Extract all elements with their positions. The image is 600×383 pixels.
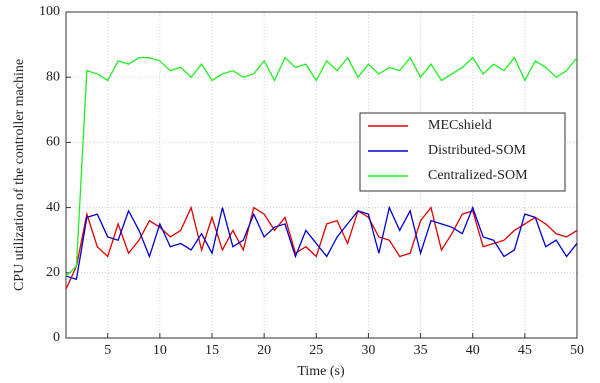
legend-label: Centralized-SOM (428, 168, 528, 183)
y-tick-label: 40 (46, 200, 60, 215)
data-line (65, 205, 578, 281)
x-tick-label: 30 (361, 343, 375, 358)
x-axis-label: Time (s) (297, 364, 345, 379)
x-tick-label: 40 (466, 343, 480, 358)
y-axis-label: CPU utilization of the controller machin… (12, 59, 27, 291)
x-tick-label: 35 (414, 343, 428, 358)
x-tick-label: 5 (104, 343, 111, 358)
legend-label: MECshield (428, 118, 492, 133)
x-tick-label: 10 (153, 343, 167, 358)
y-tick-label: 20 (46, 265, 60, 280)
x-tick-label: 50 (570, 343, 584, 358)
y-tick-label: 0 (53, 330, 60, 345)
y-tick-label: 100 (39, 4, 60, 19)
x-tick-label: 20 (257, 343, 271, 358)
y-tick-label: 80 (46, 69, 60, 84)
data-line (65, 56, 578, 277)
y-tick-label: 60 (46, 135, 60, 150)
x-tick-label: 25 (309, 343, 323, 358)
x-tick-label: 45 (518, 343, 532, 358)
x-tick-label: 15 (205, 343, 219, 358)
legend: MECshield Distributed-SOM Centralized-SOM (359, 112, 566, 192)
legend-label: Distributed-SOM (428, 143, 527, 158)
data-line (65, 205, 578, 290)
plot-frame (65, 11, 578, 339)
